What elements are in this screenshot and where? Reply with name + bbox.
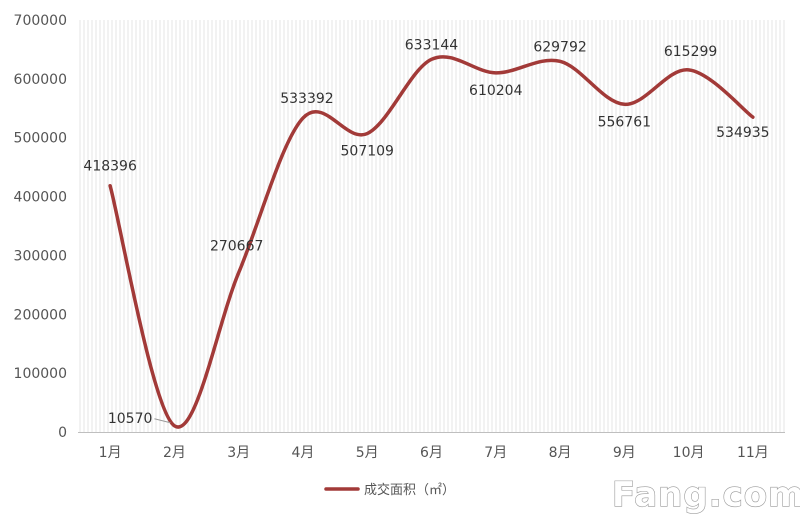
y-tick-label: 400000 [14,190,67,206]
x-tick-label: 4月 [291,445,314,461]
y-tick-label: 600000 [14,72,67,88]
x-tick-label: 9月 [613,445,636,461]
x-tick-label: 2月 [163,445,186,461]
data-labels: 418396 10570 270667 533392 507109 633144 61020… [83,37,769,426]
y-tick-label: 500000 [14,131,67,147]
y-tick-label: 700000 [14,13,67,29]
x-tick-label: 5月 [356,445,379,461]
data-label: 615299 [664,44,717,60]
x-tick-label: 10月 [673,445,705,461]
x-tick-label: 7月 [484,445,507,461]
plot-grid [80,20,784,432]
watermark-brand-cn: 房天下 [648,459,684,474]
watermark-brand-en: Fang.com [612,475,800,515]
data-label: 10570 [108,411,153,427]
x-tick-label: 1月 [99,445,122,461]
axes: 0 100000 200000 300000 400000 500000 600000 700… [14,13,785,461]
data-label: 270667 [210,239,263,255]
y-tick-label: 200000 [14,307,67,323]
y-tick-label: 300000 [14,248,67,264]
x-tick-label: 8月 [549,445,572,461]
data-label: 507109 [341,144,394,160]
watermark: 房天下 Fang.com [612,459,800,515]
legend: 成交面积（㎡） [326,482,455,498]
x-tick-label: 11月 [737,445,769,461]
y-tick-label: 100000 [14,366,67,382]
data-label: 533392 [280,91,333,107]
data-label: 610204 [469,83,523,99]
data-label: 633144 [405,37,459,53]
data-label: 629792 [533,39,586,55]
x-tick-label: 3月 [227,445,250,461]
data-label: 418396 [83,159,137,175]
x-tick-label: 6月 [420,445,443,461]
y-tick-label: 0 [58,425,67,441]
data-label: 556761 [598,114,651,130]
legend-label: 成交面积（㎡） [364,482,455,498]
data-label: 534935 [716,125,769,141]
